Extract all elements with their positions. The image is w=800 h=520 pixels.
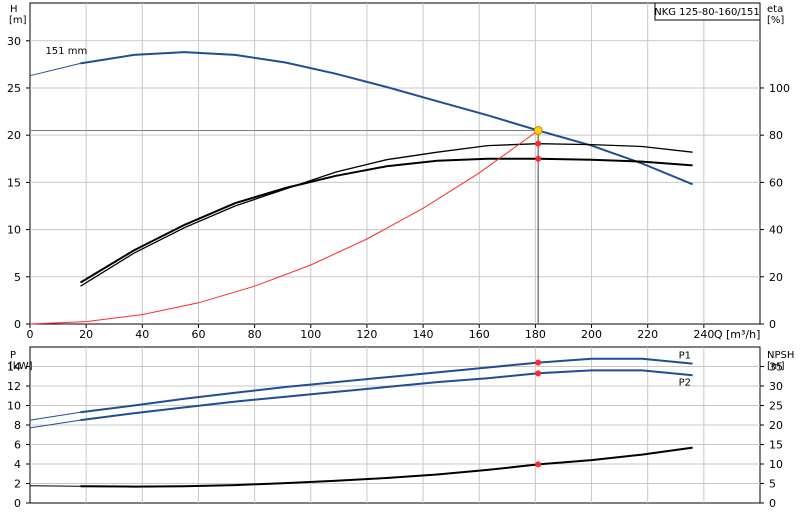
eta-tick-label: 80 [769,129,783,142]
x-tick-label: 0 [27,328,34,341]
h-axis-label: H [10,4,18,15]
p2-curve-extension [29,419,81,429]
p-tick-label: 8 [14,419,21,432]
p1-curve [80,357,693,414]
x-tick-label: 100 [300,328,321,341]
eta-tick-label: 60 [769,176,783,189]
p1-curve-extension [29,411,81,421]
npsh-tick-label: 20 [769,419,783,432]
eta-tick-label: 0 [769,318,776,331]
p-tick-label: 14 [7,361,21,374]
eta-hydraulic-point [535,140,542,147]
p2-operating-point [535,370,542,377]
h-tick-label: 0 [14,318,21,331]
p-tick-label: 2 [14,478,21,491]
x-tick-label: 160 [469,328,490,341]
h-tick-label: 20 [7,129,21,142]
duty-point [533,125,543,135]
p-tick-label: 0 [14,497,21,510]
x-tick-label: 180 [525,328,546,341]
npsh-tick-label: 10 [769,458,783,471]
p-tick-label: 6 [14,439,21,452]
p-tick-label: 10 [7,400,21,413]
system-curve [29,130,539,325]
h-tick-label: 5 [14,271,21,284]
title-box [654,2,761,21]
head-curve [80,51,693,186]
x-tick-label: 40 [135,328,149,341]
h-tick-label: 15 [7,176,21,189]
eta-total-point [535,155,542,162]
npsh-tick-label: 25 [769,400,783,413]
x-axis-label: Q [m³/h] [714,328,761,341]
eta-tick-label: 20 [769,271,783,284]
eta-axis-unit: [%] [767,15,784,26]
x-tick-label: 20 [79,328,93,341]
x-tick-label: 240 [693,328,714,341]
efficiency-hydraulic-curve [80,143,693,287]
p-tick-label: 12 [7,380,21,393]
npsh-operating-point [535,461,542,468]
h-tick-label: 25 [7,82,21,95]
npsh-tick-label: 15 [769,439,783,452]
p-axis-unit: [kW] [9,361,33,372]
p2-label: P2 [679,377,691,388]
p-axis-label: P [10,350,16,361]
x-tick-label: 220 [637,328,658,341]
npsh-tick-label: 0 [769,497,776,510]
x-tick-label: 60 [191,328,205,341]
eta-tick-label: 40 [769,224,783,237]
p2-curve [80,369,693,422]
x-tick-label: 80 [248,328,262,341]
h-tick-label: 30 [7,35,21,48]
x-tick-label: 200 [581,328,602,341]
p1-operating-point [535,359,542,366]
npsh-axis-label: NPSH [767,350,794,361]
h-tick-label: 10 [7,224,21,237]
npsh-axis-unit: [m] [767,361,785,372]
qh-frame [29,2,761,325]
npsh-tick-label: 5 [769,478,776,491]
impeller-diameter-label: 151 mm [45,46,87,57]
eta-tick-label: 100 [769,82,790,95]
chart-title: NKG 125-80-160/151 [654,7,760,18]
x-tick-label: 140 [413,328,434,341]
npsh-tick-label: 35 [769,361,783,374]
npsh-tick-label: 30 [769,380,783,393]
npsh-curve [80,446,693,488]
efficiency-total-curve [79,157,693,284]
head-curve-extension [29,62,81,77]
p-tick-label: 4 [14,458,21,471]
eta-axis-label: eta [767,4,783,15]
h-axis-unit: [m] [9,15,27,26]
p1-label: P1 [679,351,691,362]
x-tick-label: 120 [356,328,377,341]
